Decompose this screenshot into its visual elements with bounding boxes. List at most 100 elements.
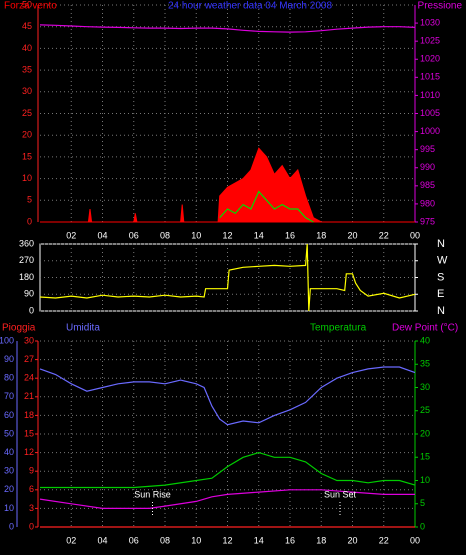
y-tick-label: 10 xyxy=(4,503,14,513)
y2-tick-label: S xyxy=(437,271,444,283)
y3-tick-label: 21 xyxy=(24,391,34,401)
y-tick-label: 10 xyxy=(22,173,32,183)
y-tick-label: 35 xyxy=(22,64,32,74)
y2-tick-label: 25 xyxy=(420,405,430,415)
x-tick-label: 20 xyxy=(347,230,357,240)
y-tick-label: 90 xyxy=(4,354,14,364)
legend-entry: Pressione xyxy=(418,1,463,12)
series-line xyxy=(39,366,416,426)
annotation-text: Sun Set xyxy=(324,489,357,499)
y3-tick-label: 24 xyxy=(24,373,34,383)
y-tick-label: 20 xyxy=(22,130,32,140)
annotation-text: Sun Rise xyxy=(134,489,171,499)
y2-tick-label: 985 xyxy=(420,180,435,190)
y-tick-label: 270 xyxy=(19,255,34,265)
legend-entry: Pioggia xyxy=(2,323,36,334)
y3-tick-label: 27 xyxy=(24,354,34,364)
y-tick-label: 0 xyxy=(29,305,34,315)
y-tick-label: 30 xyxy=(22,86,32,96)
y2-tick-label: W xyxy=(437,255,448,267)
y-tick-label: 40 xyxy=(4,447,14,457)
x-tick-label: 20 xyxy=(347,535,357,545)
y-tick-label: 0 xyxy=(9,521,14,531)
y2-tick-label: 10 xyxy=(420,475,430,485)
y2-tick-label: 1025 xyxy=(420,36,440,46)
y2-tick-label: 990 xyxy=(420,162,435,172)
series-line xyxy=(40,451,416,489)
x-tick-label: 12 xyxy=(222,230,232,240)
y2-tick-label: 20 xyxy=(420,428,430,438)
x-tick-label: 04 xyxy=(97,230,107,240)
y3-tick-label: 6 xyxy=(29,484,34,494)
y2-tick-label: 30 xyxy=(420,382,430,392)
x-tick-label: 00 xyxy=(410,535,420,545)
y2-tick-label: 1020 xyxy=(420,54,440,64)
x-tick-label: 18 xyxy=(316,535,326,545)
y-tick-label: 0 xyxy=(27,216,32,226)
y-tick-label: 30 xyxy=(4,466,14,476)
x-tick-label: 02 xyxy=(66,535,76,545)
x-tick-label: 16 xyxy=(285,535,295,545)
y-tick-label: 90 xyxy=(24,289,34,299)
x-tick-label: 00 xyxy=(410,230,420,240)
y-tick-label: 100 xyxy=(0,335,14,345)
y2-tick-label: 5 xyxy=(420,498,425,508)
y2-tick-label: 1015 xyxy=(420,72,440,82)
y-tick-label: 50 xyxy=(22,0,32,9)
x-tick-label: 14 xyxy=(254,230,264,240)
x-tick-label: 08 xyxy=(160,535,170,545)
legend-entry: Temperatura xyxy=(310,323,367,334)
y-tick-label: 360 xyxy=(19,238,34,248)
x-tick-label: 18 xyxy=(316,230,326,240)
x-tick-label: 10 xyxy=(191,535,201,545)
x-tick-label: 06 xyxy=(129,535,139,545)
y-tick-label: 50 xyxy=(4,428,14,438)
x-tick-label: 22 xyxy=(379,230,389,240)
x-tick-label: 12 xyxy=(222,535,232,545)
legend-entry: Umidita xyxy=(66,323,100,334)
x-tick-label: 06 xyxy=(129,230,139,240)
y2-tick-label: N xyxy=(437,305,445,317)
legend-entry: Dew Point (°C) xyxy=(392,323,458,334)
series-line xyxy=(39,24,416,33)
x-tick-label: 22 xyxy=(379,535,389,545)
series-line xyxy=(219,190,314,223)
y3-tick-label: 30 xyxy=(24,335,34,345)
y2-tick-label: 0 xyxy=(420,521,425,531)
y-tick-label: 20 xyxy=(4,484,14,494)
y-tick-label: 15 xyxy=(22,151,32,161)
y2-tick-label: 1005 xyxy=(420,108,440,118)
y2-tick-label: N xyxy=(437,238,445,250)
y2-tick-label: 35 xyxy=(420,359,430,369)
series-line xyxy=(39,243,416,312)
x-tick-label: 14 xyxy=(254,535,264,545)
series-line xyxy=(39,489,415,509)
x-tick-label: 10 xyxy=(191,230,201,240)
y-tick-label: 25 xyxy=(22,108,32,118)
x-tick-label: 02 xyxy=(66,230,76,240)
y-tick-label: 80 xyxy=(4,373,14,383)
y2-tick-label: 1030 xyxy=(420,17,440,27)
y3-tick-label: 18 xyxy=(24,410,34,420)
y3-tick-label: 0 xyxy=(29,521,34,531)
legend-entry: Forza vento xyxy=(4,1,57,12)
y2-tick-label: 1000 xyxy=(420,126,440,136)
y3-tick-label: 3 xyxy=(29,503,34,513)
y3-tick-label: 15 xyxy=(24,428,34,438)
x-tick-label: 16 xyxy=(285,230,295,240)
y2-tick-label: 995 xyxy=(420,144,435,154)
y-tick-label: 60 xyxy=(4,410,14,420)
y2-tick-label: 980 xyxy=(420,198,435,208)
y3-tick-label: 12 xyxy=(24,447,34,457)
x-tick-label: 04 xyxy=(97,535,107,545)
y2-tick-label: 40 xyxy=(420,335,430,345)
x-tick-label: 08 xyxy=(160,230,170,240)
y-tick-label: 45 xyxy=(22,21,32,31)
y-tick-label: 70 xyxy=(4,391,14,401)
y2-tick-label: 1010 xyxy=(420,90,440,100)
y-tick-label: 5 xyxy=(27,195,32,205)
y-tick-label: 180 xyxy=(19,272,34,282)
y-tick-label: 40 xyxy=(22,43,32,53)
y3-tick-label: 9 xyxy=(29,466,34,476)
